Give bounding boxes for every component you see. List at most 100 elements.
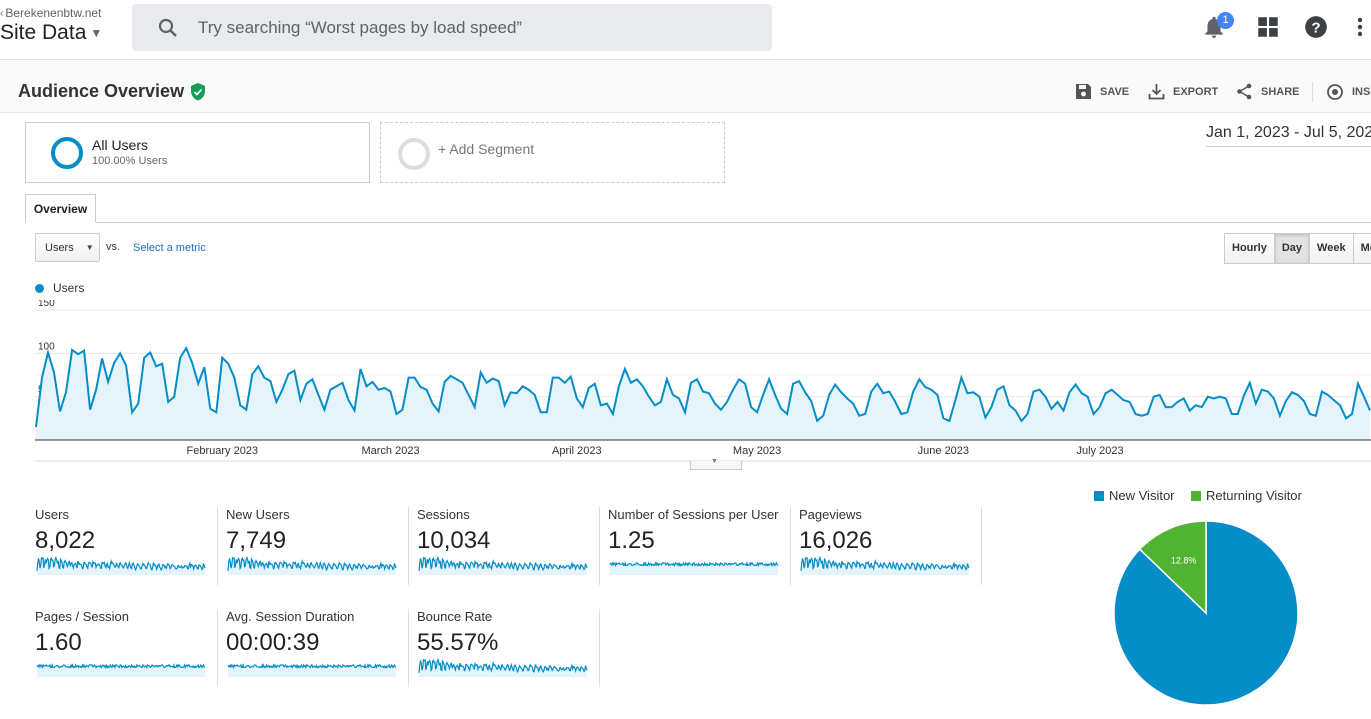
chevron-left-icon: ‹ [0, 7, 4, 19]
sparkline-line [227, 662, 397, 670]
export-label: EXPORT [1173, 85, 1219, 98]
legend-swatch [1094, 490, 1104, 501]
share-button[interactable]: SHARE [1236, 83, 1300, 100]
apps-grid-icon[interactable] [1255, 14, 1281, 40]
granularity-week[interactable]: Week [1309, 233, 1354, 264]
metric-value: 8,022 [35, 527, 96, 554]
metric-label: Sessions [417, 507, 470, 522]
sparkline-area [419, 659, 587, 677]
page-title-text: Audience Overview [18, 81, 185, 101]
metric-card[interactable]: Pageviews 16,026 [799, 507, 982, 585]
pie-legend-returning: Returning Visitor [1191, 488, 1302, 503]
pie-slice-label: 12.8% [1171, 556, 1197, 566]
legend-swatch [1191, 490, 1201, 501]
x-tick-label: February 2023 [187, 445, 259, 457]
sparkline-area [228, 665, 396, 677]
metric-label: Users [35, 507, 69, 522]
account-selector[interactable]: ‹ Berekenenbtw.net Site Data ▼ [0, 6, 102, 45]
export-button[interactable]: EXPORT [1148, 83, 1218, 100]
pie-legend-new-label: New Visitor [1109, 488, 1175, 503]
x-tick-label: May 2023 [733, 445, 781, 457]
metric-sparkline [227, 662, 397, 677]
insights-button[interactable]: INS [1326, 83, 1370, 101]
granularity-month[interactable]: Mo [1352, 233, 1371, 264]
metric-sparkline [36, 555, 206, 575]
sparkline-line [36, 555, 206, 572]
account-domain: Berekenenbtw.net [5, 6, 102, 20]
pie-legend-returning-label: Returning Visitor [1206, 488, 1302, 503]
sparkline-area [419, 557, 587, 575]
caret-down-icon: ▼ [711, 458, 718, 465]
metric-card[interactable]: Users 8,022 [35, 507, 218, 585]
sparkline-line [609, 560, 779, 568]
vs-label: vs. [106, 241, 121, 253]
metric-label: Number of Sessions per User [608, 507, 779, 522]
search-placeholder: Try searching “Worst pages by load speed… [198, 17, 523, 37]
x-tick-label: April 2023 [552, 445, 602, 457]
save-button[interactable]: SAVE [1075, 83, 1129, 100]
metric-card[interactable]: Pages / Session 1.60 [35, 609, 218, 687]
help-icon[interactable]: ? [1303, 14, 1329, 40]
metric-card[interactable]: Bounce Rate 55.57% [417, 609, 600, 687]
caret-down-icon: ▼ [90, 26, 103, 40]
sparkline-area [37, 665, 205, 677]
granularity-hourly[interactable]: Hourly [1224, 233, 1275, 264]
search-bar[interactable]: Try searching “Worst pages by load speed… [132, 4, 772, 51]
pie-slice-label: 87.2% [1239, 702, 1265, 706]
collapse-chart-toggle[interactable]: ▼ [690, 458, 742, 470]
select-metric-link[interactable]: Select a metric [133, 242, 206, 254]
segment-all-users[interactable]: All Users 100.00% Users [25, 122, 370, 183]
metric-value: 7,749 [226, 527, 287, 554]
metric-value: 55.57% [417, 629, 499, 656]
metric-sparkline [418, 657, 588, 677]
sparkline-line [36, 662, 206, 670]
page-title: Audience Overview [18, 81, 206, 102]
metric-label: Avg. Session Duration [226, 609, 355, 624]
segment-name: All Users [92, 137, 149, 153]
chart-legend: Users [35, 281, 84, 295]
x-tick-label: July 2023 [1077, 445, 1124, 457]
sparkline-line [418, 555, 588, 572]
date-range-picker[interactable]: Jan 1, 2023 - Jul 5, 2023 [1206, 124, 1371, 147]
x-tick-label: June 2023 [918, 445, 969, 457]
tab-overview[interactable]: Overview [25, 194, 96, 223]
metric-card[interactable]: Number of Sessions per User 1.25 [608, 507, 791, 585]
granularity-day[interactable]: Day [1273, 233, 1311, 264]
metric-card[interactable]: Avg. Session Duration 00:00:39 [226, 609, 409, 687]
metric-card[interactable]: New Users 7,749 [226, 507, 409, 585]
metric-sparkline [36, 662, 206, 677]
search-icon [158, 18, 177, 37]
svg-text:?: ? [1311, 19, 1320, 36]
metric-sparkline [418, 555, 588, 575]
title-bar [0, 60, 1371, 113]
y-tick-label: 150 [38, 300, 55, 309]
notification-badge: 1 [1217, 12, 1234, 29]
metric-sparkline [227, 555, 397, 575]
pie-legend-new: New Visitor [1094, 488, 1175, 503]
add-segment-label: + Add Segment [438, 141, 535, 157]
metric-card[interactable]: Sessions 10,034 [417, 507, 600, 585]
series-line-users [35, 345, 1371, 428]
divider [1312, 82, 1313, 102]
sparkline-area [228, 557, 396, 575]
add-segment[interactable]: + Add Segment [380, 122, 725, 183]
download-icon [1148, 84, 1165, 100]
metric-value: 16,026 [799, 527, 873, 554]
metric-label: Bounce Rate [417, 609, 493, 624]
metric-label: Pages / Session [35, 609, 129, 624]
insights-label: INS [1352, 86, 1371, 98]
save-label: SAVE [1100, 85, 1130, 98]
metric-value: 00:00:39 [226, 629, 320, 656]
more-vert-icon[interactable] [1350, 14, 1370, 40]
segment-ring-icon [51, 137, 83, 169]
segment-ring-empty-icon [398, 138, 430, 170]
metric-sparkline [800, 555, 970, 575]
metric-dropdown[interactable]: Users ▼ [35, 233, 100, 262]
metric-value: 1.25 [608, 527, 655, 554]
sparkline-area [801, 557, 969, 575]
caret-down-icon: ▼ [85, 243, 94, 252]
share-label: SHARE [1261, 85, 1300, 98]
visitor-pie-chart[interactable]: 87.2% 12.8% [1113, 520, 1299, 706]
tab-underline [25, 222, 1371, 223]
